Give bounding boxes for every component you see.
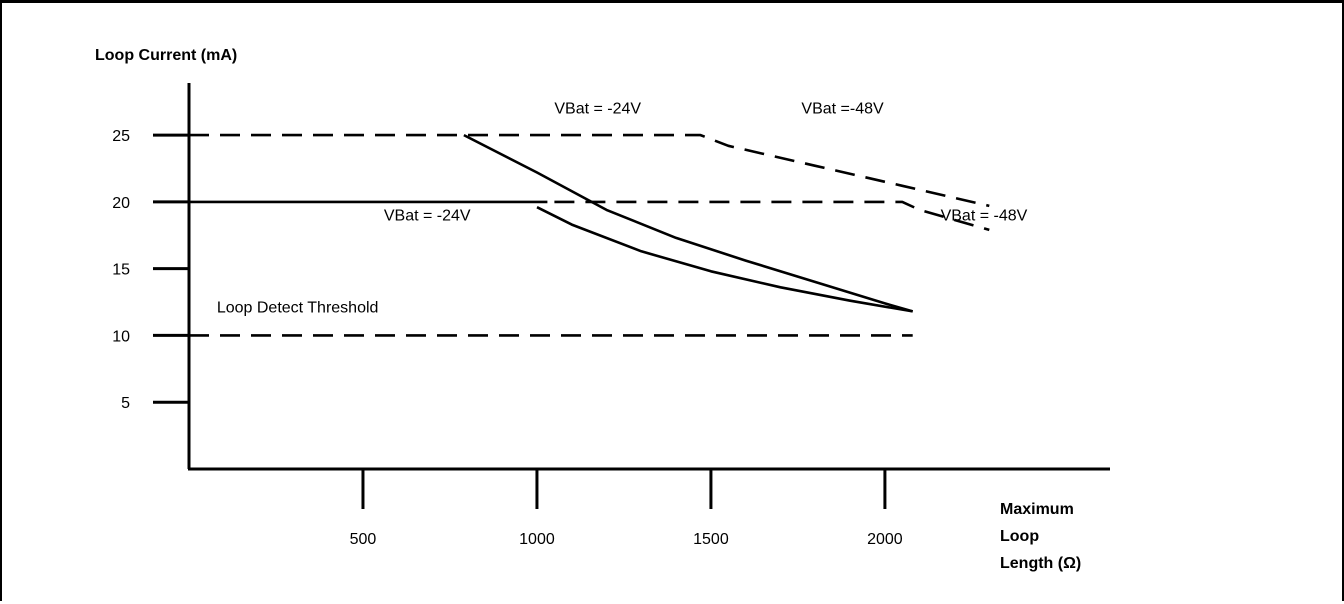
x-axis-title-line-2: Loop bbox=[1000, 528, 1039, 545]
annotation-2: VBat =-48V bbox=[801, 101, 884, 118]
y-tick-label-5: 5 bbox=[121, 395, 130, 412]
series-4-line bbox=[463, 133, 914, 313]
y-axis-title: Loop Current (mA) bbox=[95, 47, 237, 64]
y-tick-label-15: 15 bbox=[112, 262, 130, 279]
x-tick-label-1000: 1000 bbox=[519, 531, 555, 548]
annotation-4: VBat = -48V bbox=[941, 208, 1028, 225]
series-layer bbox=[189, 133, 990, 337]
x-axis-title: Maximum Loop Length (Ω) bbox=[1000, 501, 1081, 572]
x-axis-title-line-3: Length (Ω) bbox=[1000, 555, 1081, 572]
annotation-5: Loop Detect Threshold bbox=[217, 300, 379, 317]
x-axis-title-line-1: Maximum bbox=[1000, 501, 1074, 518]
y-tick-label-10: 10 bbox=[112, 328, 130, 345]
series-2-line bbox=[554, 200, 990, 232]
y-tick-label-20: 20 bbox=[112, 195, 130, 212]
y-tick-layer: 5 10 15 20 25 bbox=[112, 128, 189, 412]
x-tick-label-500: 500 bbox=[350, 531, 377, 548]
annotation-layer: VBat = -24V VBat =-48V VBat = -24V VBat = -… bbox=[217, 101, 1028, 317]
annotation-3: VBat = -24V bbox=[384, 208, 471, 225]
series-5-line bbox=[536, 206, 913, 313]
x-tick-label-1500: 1500 bbox=[693, 531, 729, 548]
annotation-1: VBat = -24V bbox=[554, 101, 641, 118]
series-1-line bbox=[189, 133, 990, 208]
loop-current-chart: Loop Current (mA) 5 10 15 20 25 500 1000 1500 2… bbox=[95, 47, 1110, 572]
y-tick-label-25: 25 bbox=[112, 128, 130, 145]
x-tick-layer: 500 1000 1500 2000 bbox=[350, 469, 903, 548]
x-tick-label-2000: 2000 bbox=[867, 531, 903, 548]
